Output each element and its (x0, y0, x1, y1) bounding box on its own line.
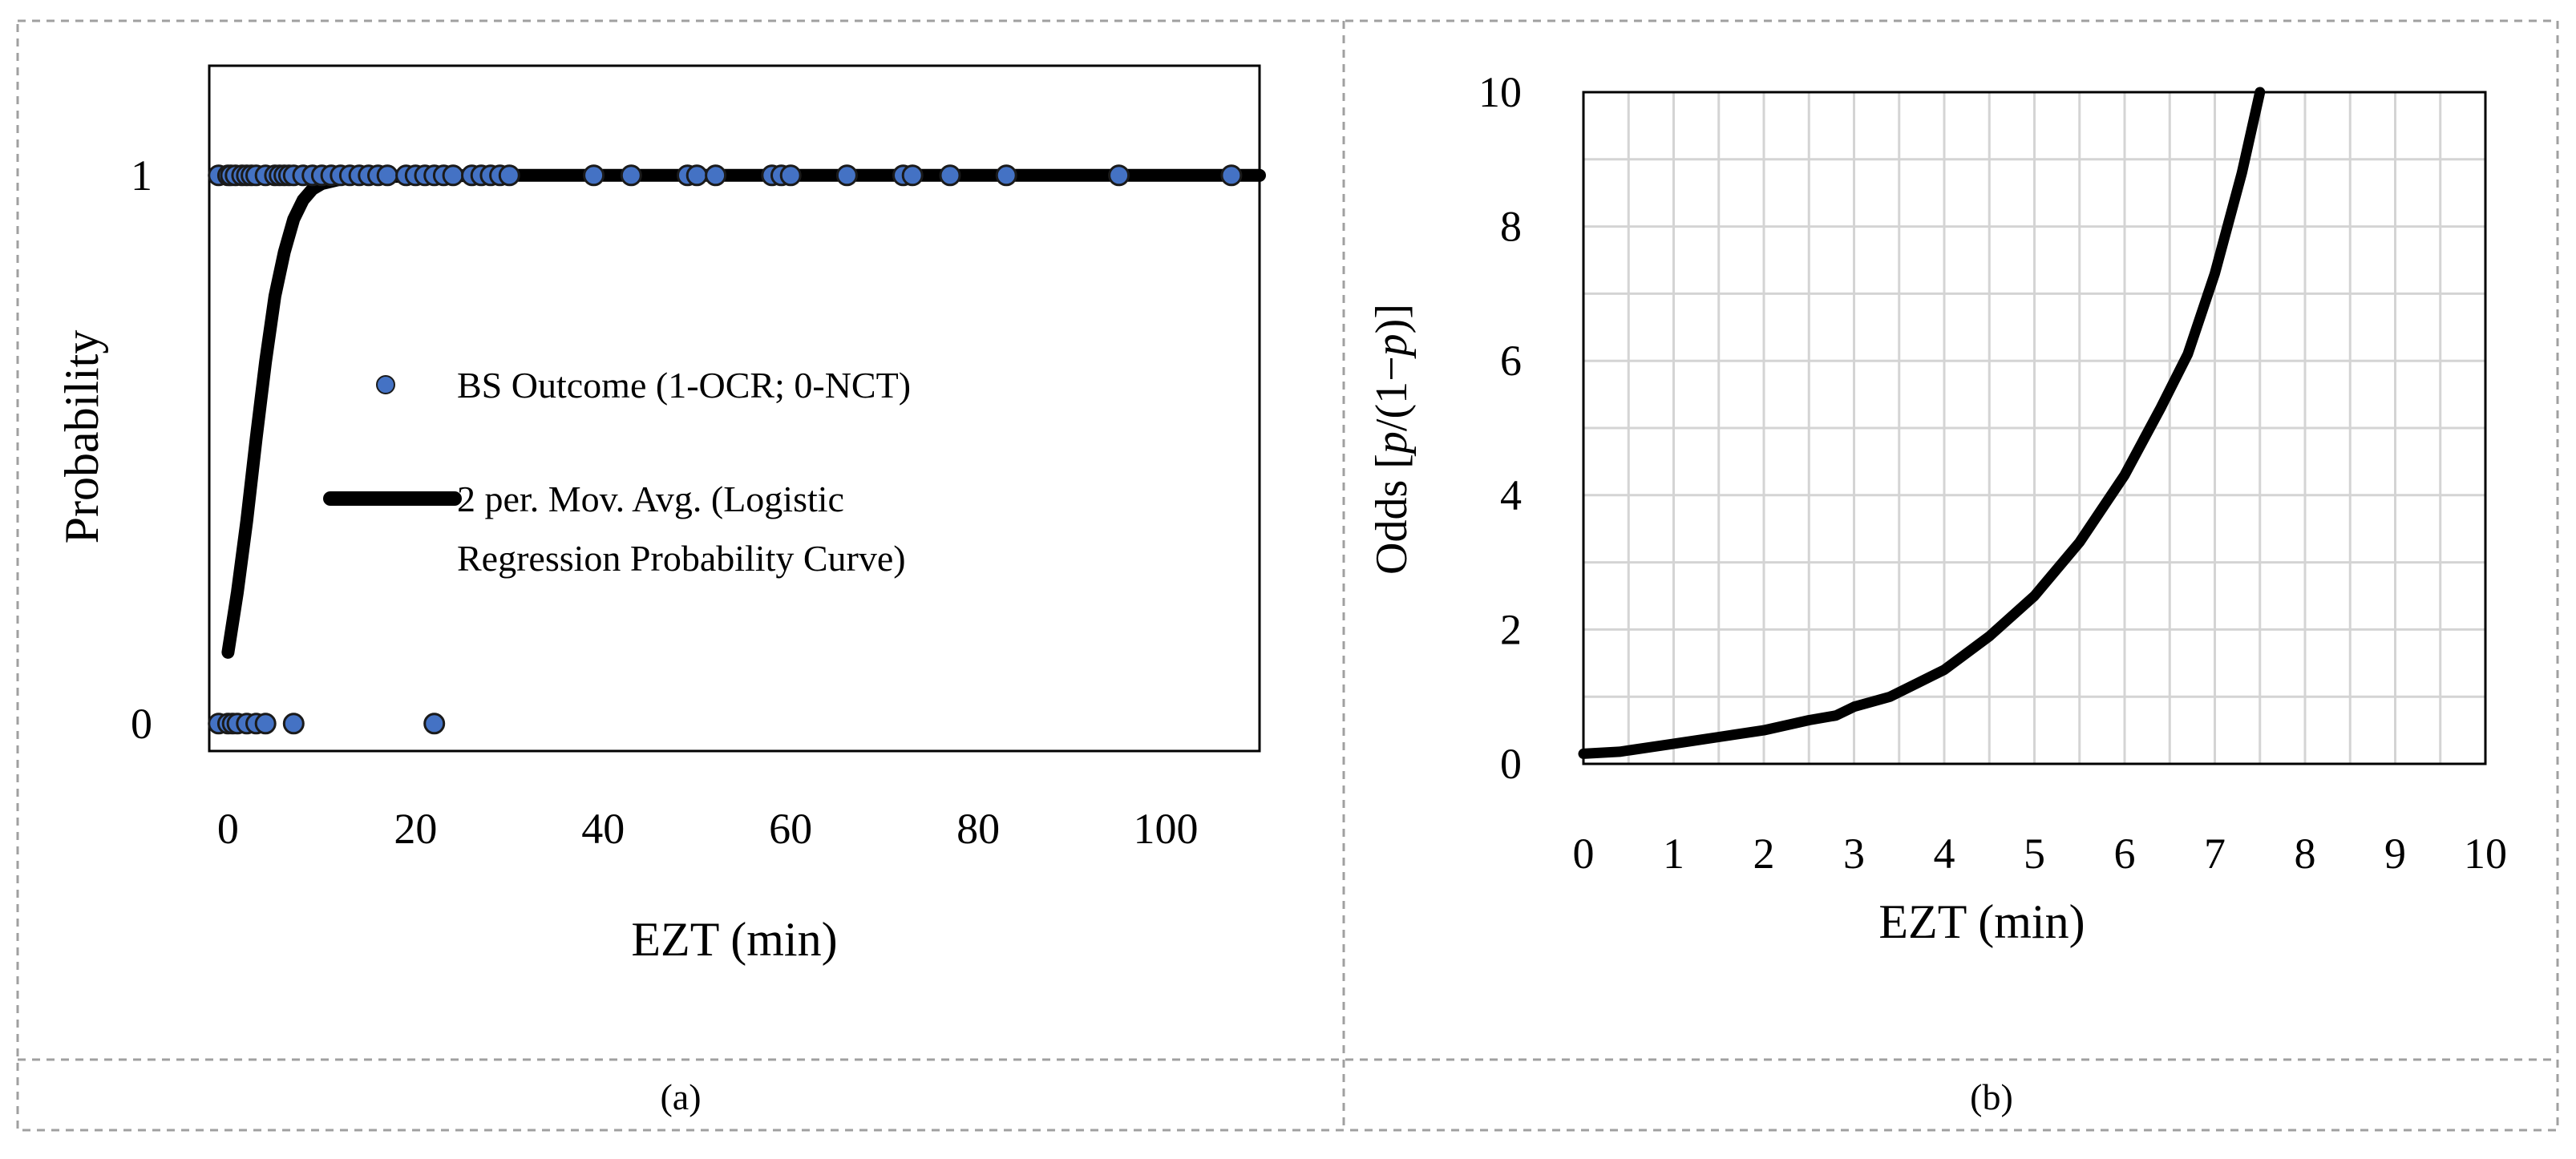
bs-outcome-point (939, 164, 961, 187)
panel-b-x-tick-5: 5 (2024, 830, 2045, 878)
panel-b-x-tick-10: 10 (2464, 830, 2507, 878)
panel-b-plot-frame (1582, 91, 2487, 765)
y-title-var-p-2: p (1367, 333, 1417, 359)
odds-curve-line (1578, 87, 2266, 759)
panel-b-y-tick-0: 0 (1500, 740, 1522, 788)
panel-a-x-tick-60: 60 (769, 805, 812, 853)
panel-b-x-tick-labels: 0 1 2 3 4 5 6 7 8 9 10 (1573, 830, 2508, 878)
panel-b-x-axis-title: EZT (min) (1878, 895, 2085, 948)
panel-a-x-tick-100: 100 (1134, 805, 1199, 853)
panel-b-y-tick-labels: 0 2 4 6 8 10 (1478, 68, 1522, 788)
panel-a-y-tick-labels: 01 (131, 151, 152, 748)
y-title-var-p: p (1367, 431, 1417, 457)
panel-b-y-tick-8: 8 (1500, 203, 1522, 251)
bs-outcome-point (254, 713, 277, 735)
panel-b-x-tick-2: 2 (1753, 830, 1775, 878)
panel-b-caption: (b) (1970, 1076, 2013, 1117)
panel-a-curve-group (221, 168, 1266, 659)
panel-b-x-tick-4: 4 (1934, 830, 1955, 878)
panel-b-curve-group (1578, 87, 2266, 759)
figure-frame (16, 19, 2559, 1132)
y-title-prefix: Odds [ (1367, 454, 1417, 575)
bs-outcome-point (620, 164, 642, 187)
legend-label-bs-outcome: BS Outcome (1-OCR; 0-NCT) (457, 365, 911, 406)
legend-marker-bs-outcome (376, 375, 395, 394)
bs-outcome-point (376, 164, 398, 187)
panel-b-x-tick-0: 0 (1573, 830, 1595, 878)
bs-outcome-point (282, 713, 305, 735)
panel-a-x-tick-20: 20 (394, 805, 437, 853)
bs-outcome-point (835, 164, 858, 187)
bs-outcome-point (901, 164, 924, 187)
panel-a-caption: (a) (660, 1076, 701, 1117)
panel-b-gridlines (1583, 92, 2485, 764)
panel-b-y-tick-6: 6 (1500, 337, 1522, 385)
panel-b-x-tick-7: 7 (2204, 830, 2226, 878)
legend-label-moving-average-line2: Regression Probability Curve) (457, 538, 906, 579)
bs-outcome-point (498, 164, 520, 187)
bs-outcome-point (995, 164, 1017, 187)
panel-b-y-tick-2: 2 (1500, 605, 1522, 653)
panel-b-y-axis-title: Odds [p/(1−p)] (1367, 304, 1417, 575)
panel-b-x-tick-1: 1 (1663, 830, 1684, 878)
bs-outcome-point (685, 164, 708, 187)
panel-a-x-axis-title: EZT (min) (631, 913, 837, 966)
panel-a-y-tick-1: 1 (131, 151, 152, 200)
panel-a-points-group (208, 164, 1243, 735)
legend-label-moving-average-line1: 2 per. Mov. Avg. (Logistic (457, 479, 844, 519)
bs-outcome-point (423, 713, 446, 735)
panel-a-x-tick-0: 0 (217, 805, 239, 853)
logistic-moving-average-line (221, 168, 1266, 659)
y-title-mid: /(1− (1367, 356, 1417, 431)
panel-b-x-tick-8: 8 (2295, 830, 2316, 878)
panel-b-y-tick-10: 10 (1478, 68, 1522, 116)
panel-a-y-axis-title: Probability (55, 330, 108, 544)
bs-outcome-point (705, 164, 727, 187)
bs-outcome-point (1220, 164, 1243, 187)
panel-a-y-tick-0: 0 (131, 700, 152, 748)
panel-b-y-tick-4: 4 (1500, 471, 1522, 519)
bs-outcome-point (442, 164, 464, 187)
panel-b-x-tick-6: 6 (2114, 830, 2136, 878)
bs-outcome-point (1108, 164, 1130, 187)
panel-b-x-tick-3: 3 (1843, 830, 1865, 878)
panel-a-x-tick-80: 80 (956, 805, 1000, 853)
panel-b-x-tick-9: 9 (2384, 830, 2406, 878)
bs-outcome-point (583, 164, 605, 187)
panel-a-plot-frame (208, 64, 1261, 753)
bs-outcome-point (779, 164, 802, 187)
y-title-suffix: )] (1367, 304, 1417, 333)
panel-a-x-tick-labels: 0 20 40 60 80 100 (217, 805, 1199, 853)
panel-a-x-tick-40: 40 (581, 805, 625, 853)
panel-a-legend: BS Outcome (1-OCR; 0-NCT) 2 per. Mov. Av… (323, 365, 911, 579)
panel-a-chart: 01 0 20 40 60 80 100 EZT (min) Probability BS… (55, 64, 1266, 1117)
